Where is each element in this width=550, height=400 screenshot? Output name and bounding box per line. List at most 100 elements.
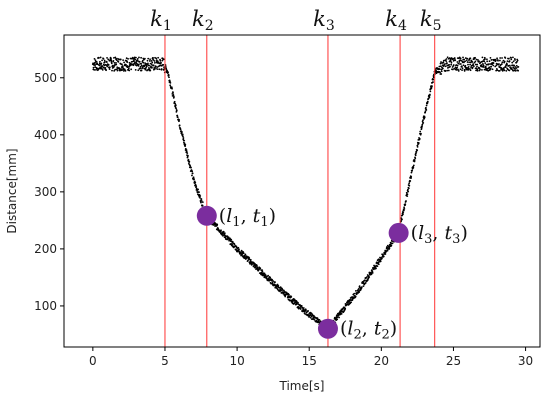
scatter-point xyxy=(125,57,128,60)
scatter-point xyxy=(280,289,283,292)
scatter-point xyxy=(115,61,117,64)
scatter-point xyxy=(444,65,447,68)
scatter-point xyxy=(511,64,514,67)
scatter-point xyxy=(419,130,422,133)
scatter-point xyxy=(156,68,159,71)
scatter-point xyxy=(508,64,511,67)
scatter-point xyxy=(95,60,98,63)
scatter-point xyxy=(435,72,438,75)
scatter-point xyxy=(190,166,192,169)
scatter-point xyxy=(425,104,428,107)
scatter-point xyxy=(116,67,119,70)
scatter-point xyxy=(390,244,393,247)
scatter-point xyxy=(136,57,139,60)
scatter-point xyxy=(100,62,103,65)
plot-frame xyxy=(63,34,541,348)
scatter-point xyxy=(103,59,106,62)
scatter-point xyxy=(457,70,460,72)
scatter-point xyxy=(200,198,203,200)
scatter-point xyxy=(465,59,468,62)
scatter-point xyxy=(358,285,361,288)
scatter-point xyxy=(200,200,203,202)
scatter-point xyxy=(386,249,389,252)
scatter-point xyxy=(146,59,149,62)
scatter-point xyxy=(482,64,485,67)
scatter-point xyxy=(445,60,448,63)
scatter-point xyxy=(449,65,451,68)
scatter-point xyxy=(101,59,103,62)
scatter-point xyxy=(119,58,122,61)
scatter-point xyxy=(174,104,177,107)
scatter-point xyxy=(219,230,222,233)
scatter-point xyxy=(490,65,493,68)
scatter-point xyxy=(160,68,163,70)
scatter-point xyxy=(365,276,368,278)
scatter-point xyxy=(191,174,193,177)
scatter-point xyxy=(147,62,149,65)
scatter-point xyxy=(176,114,179,117)
scatter-point xyxy=(402,211,405,214)
scatter-point xyxy=(508,60,511,62)
scatter-point xyxy=(442,67,444,70)
scatter-point xyxy=(135,56,137,59)
scatter-point xyxy=(422,119,424,122)
scatter-point xyxy=(516,59,519,62)
scatter-point xyxy=(498,63,500,65)
scatter-point xyxy=(140,62,143,65)
scatter-point xyxy=(371,272,374,274)
scatter-point xyxy=(155,57,158,60)
scatter-point xyxy=(94,64,96,67)
scatter-point xyxy=(415,150,418,153)
scatter-point xyxy=(183,142,186,145)
scatter-point xyxy=(412,166,415,169)
scatter-point xyxy=(191,172,194,175)
scatter-point xyxy=(107,58,110,61)
scatter-point xyxy=(104,66,107,69)
scatter-point xyxy=(353,292,356,295)
scatter-point xyxy=(141,59,144,62)
scatter-point xyxy=(110,59,113,62)
scatter-point xyxy=(151,66,153,69)
scatter-point xyxy=(158,68,161,71)
scatter-point xyxy=(134,58,137,61)
scatter-point xyxy=(104,61,106,63)
key-point-marker-1 xyxy=(196,205,217,226)
scatter-point xyxy=(244,253,247,256)
scatter-point xyxy=(113,56,115,59)
scatter-point xyxy=(492,64,495,67)
scatter-point xyxy=(384,253,387,255)
scatter-point xyxy=(505,69,508,72)
scatter-point xyxy=(191,170,194,173)
x-axis-ticks: 0 5 10 15 20 25 30 xyxy=(89,347,533,368)
scatter-point xyxy=(465,68,468,71)
scatter-point xyxy=(425,109,428,111)
scatter-point xyxy=(193,178,195,180)
scatter-point xyxy=(106,56,108,59)
scatter-point xyxy=(458,61,461,63)
scatter-point xyxy=(375,267,377,270)
scatter-points xyxy=(91,56,520,331)
scatter-point xyxy=(429,93,431,96)
scatter-point xyxy=(115,63,118,66)
key-point-label-1: (l1, t1) xyxy=(219,205,276,230)
scatter-point xyxy=(514,69,517,72)
scatter-point xyxy=(454,59,457,62)
scatter-point xyxy=(200,201,202,204)
scatter-point xyxy=(161,59,164,62)
scatter-point xyxy=(201,201,204,204)
scatter-point xyxy=(338,316,340,319)
scatter-point xyxy=(475,58,478,61)
scatter-point xyxy=(305,309,307,312)
scatter-point xyxy=(271,281,274,284)
scatter-point xyxy=(283,289,285,292)
scatter-point xyxy=(297,301,299,304)
scatter-point xyxy=(420,126,423,129)
key-point-label-2: (l2, t2) xyxy=(340,318,397,343)
scatter-point xyxy=(198,191,200,194)
scatter-point xyxy=(408,184,411,187)
scatter-point xyxy=(112,59,115,62)
scatter-point xyxy=(508,69,511,72)
scatter-point xyxy=(162,63,165,66)
scatter-point xyxy=(456,61,459,63)
scatter-point xyxy=(237,246,240,249)
